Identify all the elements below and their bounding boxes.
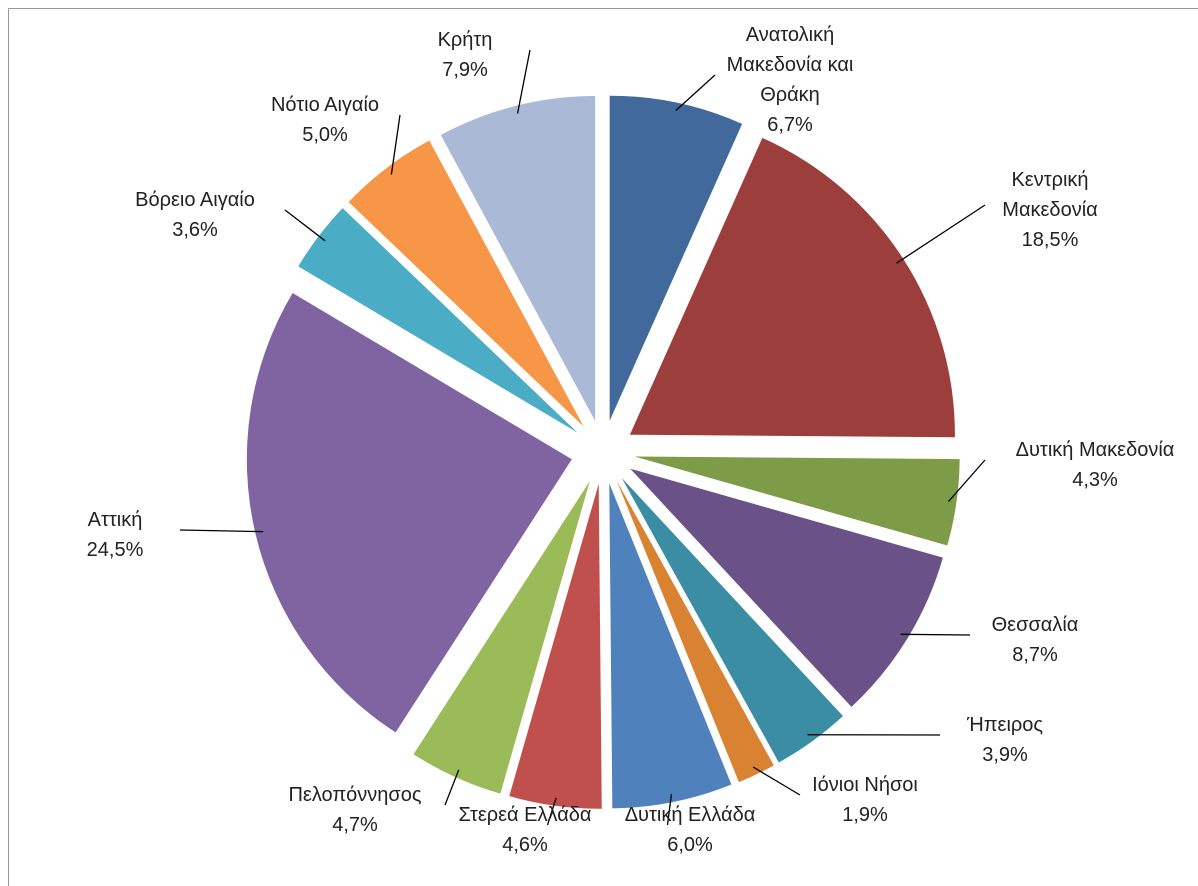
pie-slice — [616, 480, 774, 783]
leader-line — [516, 49, 531, 114]
leader-line — [752, 766, 801, 796]
pie-slice — [621, 477, 843, 763]
pie-slice — [298, 208, 578, 433]
category-label: Κεντρική Μακεδονία — [1002, 169, 1098, 221]
value-label: 7,9% — [442, 59, 488, 81]
pie-slice — [509, 483, 602, 809]
leader-line — [444, 769, 460, 806]
value-label: 6,0% — [667, 834, 713, 856]
slice-label: Δυτική Ελλάδα 6,0% — [605, 800, 775, 860]
category-label: Δυτική Μακεδονία — [1015, 439, 1175, 461]
leader-line — [179, 529, 264, 533]
category-label: Ιόνιοι Νήσοι — [812, 774, 918, 796]
category-label: Ανατολική Μακεδονία και Θράκη — [726, 24, 854, 106]
leader-line — [390, 114, 401, 175]
pie-slice — [440, 95, 596, 421]
value-label: 3,6% — [172, 219, 218, 241]
value-label: 4,3% — [1072, 469, 1118, 491]
leader-line — [666, 794, 673, 826]
value-label: 4,6% — [502, 834, 548, 856]
pie-slice — [348, 140, 584, 427]
leader-line — [900, 633, 971, 636]
leader-line — [896, 204, 986, 264]
category-label: Νότιο Αιγαίο — [270, 94, 380, 116]
category-label: Αττική — [87, 509, 143, 531]
category-label: Πελοπόννησος — [288, 784, 422, 806]
slice-label: Ιόνιοι Νήσοι 1,9% — [790, 770, 940, 830]
slice-label: Αττική 24,5% — [40, 505, 190, 565]
category-label: Βόρειο Αιγαίο — [135, 189, 255, 211]
value-label: 4,7% — [332, 814, 378, 836]
leader-line — [546, 797, 557, 826]
slice-label: Στερεά Ελλάδα 4,6% — [440, 800, 610, 860]
pie-slice — [629, 137, 955, 438]
pie-slice — [609, 95, 743, 421]
slice-label: Δυτική Μακεδονία 4,3% — [975, 435, 1198, 495]
category-label: Θεσσαλία — [991, 614, 1079, 636]
value-label: 18,5% — [1021, 229, 1079, 251]
value-label: 8,7% — [1012, 644, 1058, 666]
slice-label: Νότιο Αιγαίο 5,0% — [240, 90, 410, 150]
leader-line — [675, 74, 716, 112]
leader-line — [284, 209, 326, 242]
slice-label: Ήπειρος 3,9% — [930, 710, 1080, 770]
slice-label: Πελοπόννησος 4,7% — [255, 780, 455, 840]
value-label: 3,9% — [982, 744, 1028, 766]
category-label: Κρήτη — [437, 29, 493, 51]
category-label: Δυτική Ελλάδα — [624, 804, 756, 826]
slice-label: Ανατολική Μακεδονία και Θράκη 6,7% — [705, 20, 875, 140]
pie-slice — [630, 468, 943, 707]
chart-border — [8, 8, 1198, 886]
value-label: 6,7% — [767, 114, 813, 136]
slice-label: Κεντρική Μακεδονία 18,5% — [975, 165, 1125, 255]
category-label: Στερεά Ελλάδα — [458, 804, 592, 826]
pie-slice — [634, 456, 960, 546]
slice-label: Θεσσαλία 8,7% — [960, 610, 1110, 670]
slice-label: Βόρειο Αιγαίο 3,6% — [95, 185, 295, 245]
leader-line — [947, 459, 986, 502]
pie-slice — [246, 292, 572, 733]
value-label: 24,5% — [86, 539, 144, 561]
value-label: 5,0% — [302, 124, 348, 146]
pie-slice — [413, 481, 590, 794]
slice-label: Κρήτη 7,9% — [390, 25, 540, 85]
category-label: Ήπειρος — [966, 714, 1044, 736]
value-label: 1,9% — [842, 804, 888, 826]
pie-slice — [609, 483, 732, 809]
